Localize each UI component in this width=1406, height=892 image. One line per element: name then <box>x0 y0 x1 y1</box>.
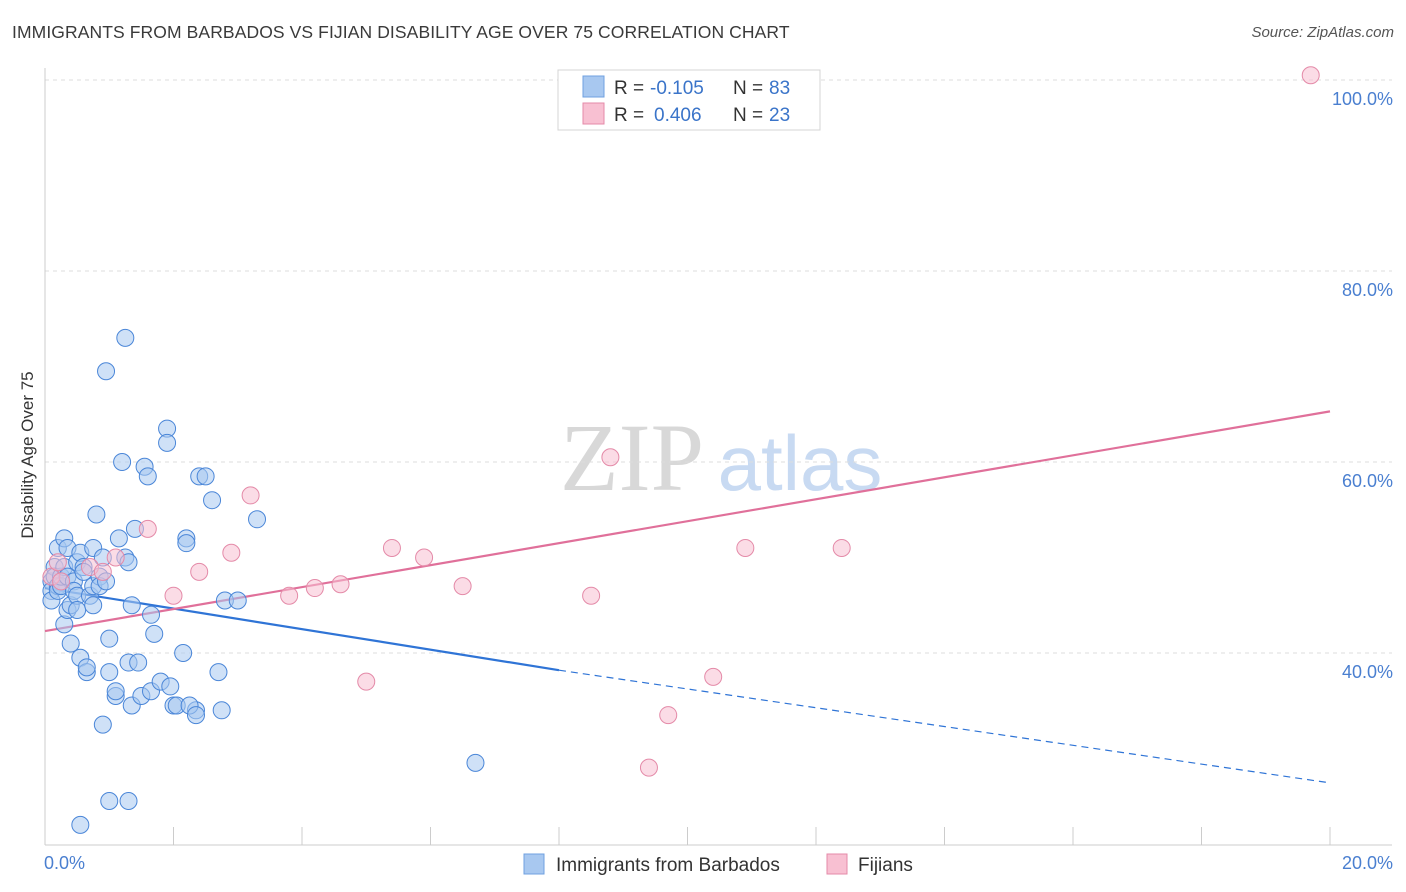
legend-swatch-fijians <box>582 102 605 125</box>
point-barbados-44 <box>113 453 132 471</box>
grid-lines <box>45 79 1392 654</box>
bottom-legend-swatch-fijians <box>826 853 848 875</box>
x-tick-label-1: 20.0% <box>1342 853 1393 873</box>
point-barbados-78 <box>228 591 247 610</box>
point-barbados-69 <box>177 534 196 553</box>
point-fijians-4 <box>93 562 112 581</box>
point-fijians-7 <box>164 586 183 605</box>
point-barbados-83 <box>71 815 90 834</box>
source-label: Source: ZipAtlas.com <box>1251 24 1394 41</box>
chart-title: IMMIGRANTS FROM BARBADOS VS FIJIAN DISAB… <box>12 22 790 42</box>
point-fijians-21 <box>659 706 678 725</box>
point-barbados-82 <box>100 792 119 811</box>
point-barbados-42 <box>106 682 125 701</box>
point-fijians-16 <box>415 548 434 567</box>
legend-r-value-fijians: 0.406 <box>654 105 702 126</box>
legend-n-label-barbados: N = <box>733 78 763 99</box>
point-barbados-53 <box>129 653 148 672</box>
tick-labels: 40.0% 60.0% 80.0% 100.0% 0.0% 20.0% <box>44 89 1393 873</box>
y-axis-label: Disability Age Over 75 <box>18 371 37 538</box>
point-barbados-22 <box>68 601 87 620</box>
point-fijians-18 <box>582 586 601 605</box>
point-barbados-32 <box>84 596 103 615</box>
point-fijians-19 <box>601 448 620 467</box>
point-barbados-47 <box>119 792 138 811</box>
point-barbados-43 <box>109 529 128 548</box>
point-barbados-80 <box>466 753 485 772</box>
bottom-legend-label-fijians: Fijians <box>858 855 913 876</box>
point-fijians-2 <box>52 572 71 591</box>
point-barbados-79 <box>248 510 267 529</box>
legend-swatch-barbados <box>582 75 605 98</box>
point-fijians-22 <box>704 667 723 686</box>
watermark-atlas: atlas <box>718 419 883 507</box>
point-barbados-28 <box>77 658 96 677</box>
point-fijians-10 <box>241 486 260 505</box>
point-barbados-36 <box>93 715 112 734</box>
point-barbados-73 <box>196 467 215 486</box>
point-fijians-5 <box>106 548 125 567</box>
point-barbados-74 <box>203 491 222 510</box>
trend-line-fijians <box>44 410 1331 633</box>
point-barbados-76 <box>212 701 231 720</box>
point-fijians-6 <box>138 519 157 538</box>
y-tick-label-0: 40.0% <box>1342 662 1393 682</box>
point-barbados-62 <box>158 433 177 452</box>
point-barbados-59 <box>145 624 164 643</box>
point-barbados-33 <box>87 505 106 524</box>
point-fijians-20 <box>639 758 658 777</box>
legend-r-value-barbados: -0.105 <box>650 78 704 99</box>
point-fijians-11 <box>280 586 299 605</box>
y-tick-label-1: 60.0% <box>1342 471 1393 491</box>
point-fijians-17 <box>453 577 472 596</box>
point-barbados-51 <box>122 596 141 615</box>
point-barbados-39 <box>100 629 119 648</box>
point-fijians-1 <box>48 553 67 572</box>
point-fijians-13 <box>331 575 350 594</box>
legend-r-label-barbados: R = <box>614 78 644 99</box>
point-barbados-16 <box>61 634 80 653</box>
bottom-legend-label-barbados: Immigrants from Barbados <box>556 855 780 876</box>
trend-line-barbados-extension <box>558 669 1331 784</box>
legend: R = -0.105 N = 83 R = 0.406 N = 23 <box>557 69 821 131</box>
bottom-legend-swatch-barbados <box>523 853 545 875</box>
x-tick-label-0: 0.0% <box>44 853 85 873</box>
legend-n-value-barbados: 83 <box>769 78 790 99</box>
point-barbados-75 <box>209 663 228 682</box>
bottom-legend: Immigrants from Barbados Fijians <box>523 853 913 876</box>
point-fijians-23 <box>736 538 755 557</box>
point-fijians-8 <box>190 562 209 581</box>
data-points <box>42 66 1320 834</box>
watermark-zip: ZIP <box>560 404 704 511</box>
point-fijians-12 <box>305 579 324 598</box>
point-barbados-45 <box>116 328 135 347</box>
y-tick-label-2: 80.0% <box>1342 280 1393 300</box>
y-tick-label-3: 100.0% <box>1332 89 1393 109</box>
point-barbados-40 <box>100 663 119 682</box>
legend-n-value-fijians: 23 <box>769 105 790 126</box>
point-barbados-56 <box>138 467 157 486</box>
point-barbados-63 <box>161 677 180 696</box>
point-fijians-15 <box>382 538 401 557</box>
legend-r-label-fijians: R = <box>614 105 644 126</box>
legend-n-label-fijians: N = <box>733 105 763 126</box>
point-fijians-25 <box>1301 66 1320 85</box>
point-fijians-9 <box>222 543 241 562</box>
watermark: ZIP atlas <box>560 404 882 511</box>
point-barbados-66 <box>174 644 193 662</box>
point-fijians-14 <box>357 672 376 691</box>
point-barbados-81 <box>97 362 116 381</box>
point-barbados-57 <box>142 605 161 624</box>
axes <box>44 68 1392 846</box>
point-fijians-24 <box>832 538 851 557</box>
point-barbados-71 <box>186 706 205 725</box>
